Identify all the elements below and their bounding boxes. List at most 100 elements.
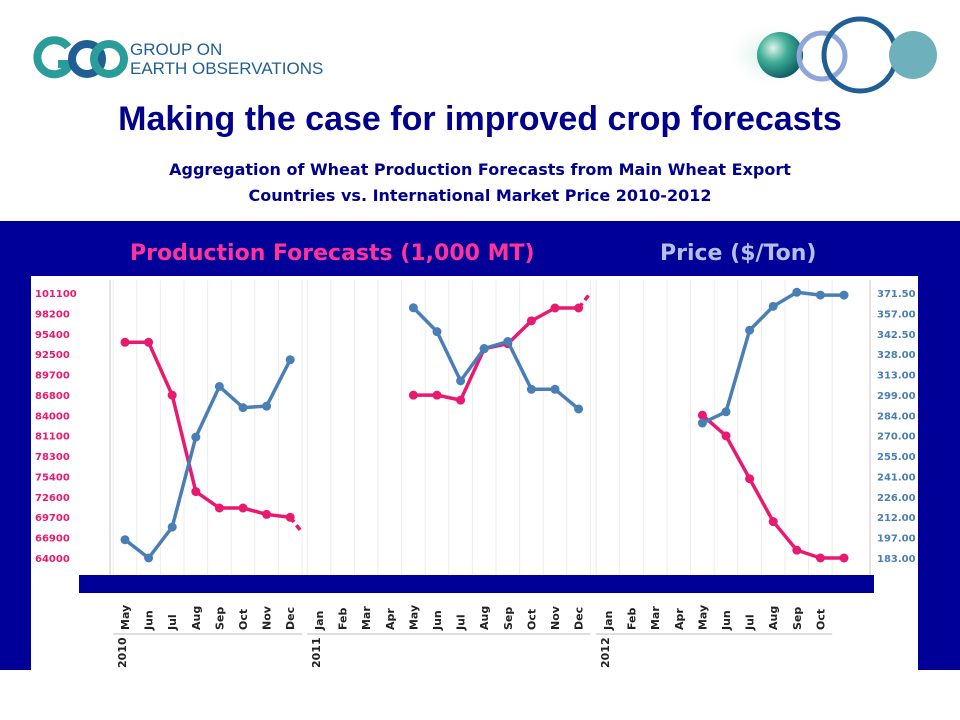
price-point [745, 325, 755, 335]
price-point [214, 381, 224, 391]
month-label: Mar [649, 606, 662, 630]
month-label: Jul [744, 614, 757, 631]
geo-logo-mark [33, 16, 937, 94]
left-tick-label: 98200 [35, 309, 70, 320]
logo-text: GROUP ON EARTH OBSERVATIONS [130, 40, 323, 78]
production-point [144, 337, 154, 347]
month-label: Apr [384, 608, 397, 630]
production-point [768, 517, 778, 527]
left-tick-label: 66900 [35, 534, 70, 545]
year-label: 2012 [599, 637, 612, 668]
price-point [120, 535, 130, 545]
price-point [479, 344, 489, 354]
right-tick-label: 284.00 [877, 411, 916, 422]
production-point [285, 512, 295, 522]
left-tick-label: 69700 [35, 513, 70, 524]
left-tick-label: 95400 [35, 330, 70, 341]
production-point [792, 545, 802, 555]
month-label: Jan [602, 611, 615, 631]
month-label: Sep [213, 607, 226, 630]
price-point [408, 303, 418, 313]
month-label: Sep [791, 607, 804, 630]
right-tick-label: 313.00 [877, 371, 916, 382]
right-tick-label: 226.00 [877, 493, 916, 504]
year-label: 2011 [310, 637, 323, 668]
right-tick-label: 342.50 [877, 330, 916, 341]
production-point [238, 503, 248, 513]
month-label: Dec [284, 607, 297, 630]
production-point [191, 487, 201, 497]
year-label: 2010 [116, 637, 129, 668]
production-point [721, 431, 731, 441]
month-label: May [407, 605, 420, 630]
month-label: Jun [143, 610, 156, 631]
right-tick-label: 212.00 [877, 513, 916, 524]
production-point [574, 303, 584, 313]
price-line [701, 290, 844, 425]
price-point [144, 553, 154, 563]
price-point [721, 407, 731, 417]
left-tick-label: 92500 [35, 350, 70, 361]
logo-line-2: EARTH OBSERVATIONS [130, 59, 324, 78]
price-point [432, 327, 442, 337]
month-label: Nov [549, 605, 562, 630]
production-point [697, 410, 707, 420]
month-label: Jul [166, 614, 179, 631]
price-point [262, 401, 272, 411]
production-point [815, 553, 825, 563]
month-label: Apr [673, 608, 686, 630]
price-point [574, 404, 584, 414]
price-point [238, 403, 248, 413]
production-point [839, 553, 849, 563]
month-label: Sep [502, 607, 515, 630]
price-point [526, 384, 536, 394]
production-point [432, 390, 442, 400]
right-tick-label: 371.50 [877, 289, 916, 300]
price-point [839, 290, 849, 300]
right-tick-label: 183.00 [877, 554, 916, 565]
production-point [456, 395, 466, 405]
left-tick-label: 89700 [35, 371, 70, 382]
production-series-header: Production Forecasts (1,000 MT) [130, 241, 535, 266]
month-label: Aug [767, 606, 780, 630]
month-label: Aug [190, 606, 203, 630]
right-tick-label: 255.00 [877, 452, 916, 463]
production-point [120, 337, 130, 347]
logo-line-1: GROUP ON [130, 40, 223, 59]
price-point [285, 355, 295, 365]
price-point [503, 337, 513, 347]
price-series-header: Price ($/Ton) [660, 241, 817, 266]
month-label: Feb [337, 607, 350, 630]
subtitle-line-2: Countries vs. International Market Price… [248, 186, 712, 205]
month-label: Mar [360, 606, 373, 630]
price-point [550, 384, 560, 394]
month-label: Dec [573, 607, 586, 630]
page-title: Making the case for improved crop foreca… [118, 100, 842, 138]
left-tick-label: 81100 [35, 432, 70, 443]
left-tick-label: 101100 [35, 289, 77, 300]
month-label: Oct [237, 609, 250, 630]
left-tick-label: 84000 [35, 411, 70, 422]
left-tick-label: 75400 [35, 472, 70, 483]
price-point [697, 418, 707, 428]
left-tick-label: 86800 [35, 391, 70, 402]
production-point [526, 316, 536, 326]
right-tick-label: 328.00 [877, 350, 916, 361]
price-point [768, 301, 778, 311]
month-label: May [119, 605, 132, 630]
production-point [262, 509, 272, 519]
right-tick-label: 241.00 [877, 472, 916, 483]
month-label: Jun [431, 610, 444, 631]
month-label: Oct [814, 609, 827, 630]
right-tick-label: 270.00 [877, 432, 916, 443]
month-label: Nov [261, 605, 274, 630]
production-point [167, 390, 177, 400]
month-label: Jul [455, 614, 468, 631]
production-point [745, 474, 755, 484]
right-tick-label: 357.00 [877, 309, 916, 320]
subtitle-line-1: Aggregation of Wheat Production Forecast… [169, 160, 791, 179]
production-point [550, 303, 560, 313]
price-point [167, 522, 177, 532]
axis-band [79, 575, 874, 593]
